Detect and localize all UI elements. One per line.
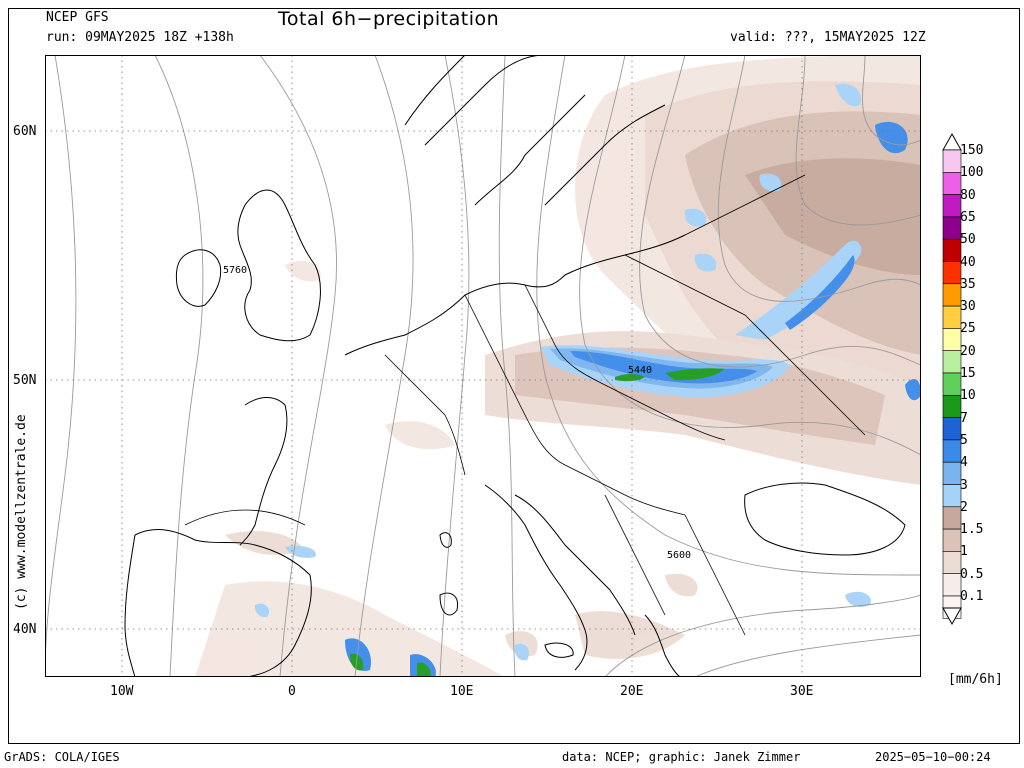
legend-label-100: 100 xyxy=(960,165,984,181)
height-contours xyxy=(45,55,921,677)
legend-label-80: 80 xyxy=(960,187,976,203)
contour-label-5600: 5600 xyxy=(667,550,691,561)
legend-swatch-50 xyxy=(942,238,962,262)
coastlines xyxy=(124,55,906,677)
chart-title: Total 6h−precipitation xyxy=(278,8,500,30)
valid-time-label: valid: ???, 15MAY2025 12Z xyxy=(730,30,926,45)
legend-label-1: 1 xyxy=(960,544,968,560)
legend-label-25: 25 xyxy=(960,321,976,337)
legend-label-2: 2 xyxy=(960,499,968,515)
run-label: run: 09MAY2025 18Z +138h xyxy=(46,30,234,45)
legend-swatch-25 xyxy=(942,328,962,351)
legend-label-7: 7 xyxy=(960,410,968,426)
legend-swatch-3 xyxy=(942,484,962,508)
model-label: NCEP GFS xyxy=(46,10,109,25)
contour-label-5440: 5440 xyxy=(628,365,652,376)
footer-grads: GrADS: COLA/IGES xyxy=(4,750,120,764)
legend-swatch-7 xyxy=(942,417,962,441)
legend-unit: [mm/6h] xyxy=(948,672,1003,687)
legend-label-10: 10 xyxy=(960,388,976,404)
legend-label-3: 3 xyxy=(960,477,968,493)
legend-swatch-35 xyxy=(942,283,962,307)
legend-swatch-20 xyxy=(942,350,962,374)
legend-label-40: 40 xyxy=(960,254,976,270)
contour-label-5760: 5760 xyxy=(223,265,247,276)
lat-label-40n: 40N xyxy=(13,622,37,637)
precipitation-map: 5760 5440 5600 xyxy=(45,55,921,677)
legend-swatch-30 xyxy=(942,305,962,329)
lon-label-10e: 10E xyxy=(450,684,474,699)
legend-swatch-4 xyxy=(942,461,962,485)
legend-label-1.5: 1.5 xyxy=(960,522,984,538)
legend-swatch-40 xyxy=(942,261,962,285)
lat-label-50n: 50N xyxy=(13,373,37,388)
side-credit: (c) www.modellzentrale.de xyxy=(14,414,29,610)
legend-label-5: 5 xyxy=(960,432,968,448)
legend-swatch-5 xyxy=(942,439,962,463)
legend-swatch-2 xyxy=(942,506,962,530)
legend-label-65: 65 xyxy=(960,209,976,225)
lon-label-30e: 30E xyxy=(790,684,814,699)
legend-swatch-65 xyxy=(942,216,962,240)
legend-label-35: 35 xyxy=(960,276,976,292)
precip-shading xyxy=(195,55,921,677)
legend-swatch-1 xyxy=(942,551,962,574)
legend-label-0.5: 0.5 xyxy=(960,566,984,582)
legend-label-50: 50 xyxy=(960,232,976,248)
legend-label-0.1: 0.1 xyxy=(960,589,984,604)
legend-swatch-80 xyxy=(942,194,962,218)
legend-swatch-10 xyxy=(942,394,962,418)
legend-swatch-15 xyxy=(942,372,962,396)
figure-frame xyxy=(8,8,1020,744)
legend-swatch-100 xyxy=(942,171,962,195)
borders xyxy=(184,174,866,636)
color-legend-bar xyxy=(942,132,962,626)
lat-label-60n: 60N xyxy=(13,124,37,139)
legend-swatch-1.5 xyxy=(942,528,962,552)
footer-credit: data: NCEP; graphic: Janek Zimmer xyxy=(562,750,801,764)
lon-label-10w: 10W xyxy=(110,684,134,699)
lat-lon-grid xyxy=(45,55,921,677)
map-border xyxy=(45,55,921,677)
legend-swatch-150 xyxy=(942,149,962,173)
lon-label-0: 0 xyxy=(288,684,296,699)
legend-label-4: 4 xyxy=(960,455,968,471)
footer-timestamp: 2025−05−10−00:24 xyxy=(875,750,991,764)
legend-label-150: 150 xyxy=(960,143,984,158)
legend-label-15: 15 xyxy=(960,366,976,381)
lon-label-20e: 20E xyxy=(620,684,644,699)
legend-swatch-0.5 xyxy=(942,573,962,597)
legend-label-20: 20 xyxy=(960,343,976,359)
legend-label-30: 30 xyxy=(960,299,976,315)
